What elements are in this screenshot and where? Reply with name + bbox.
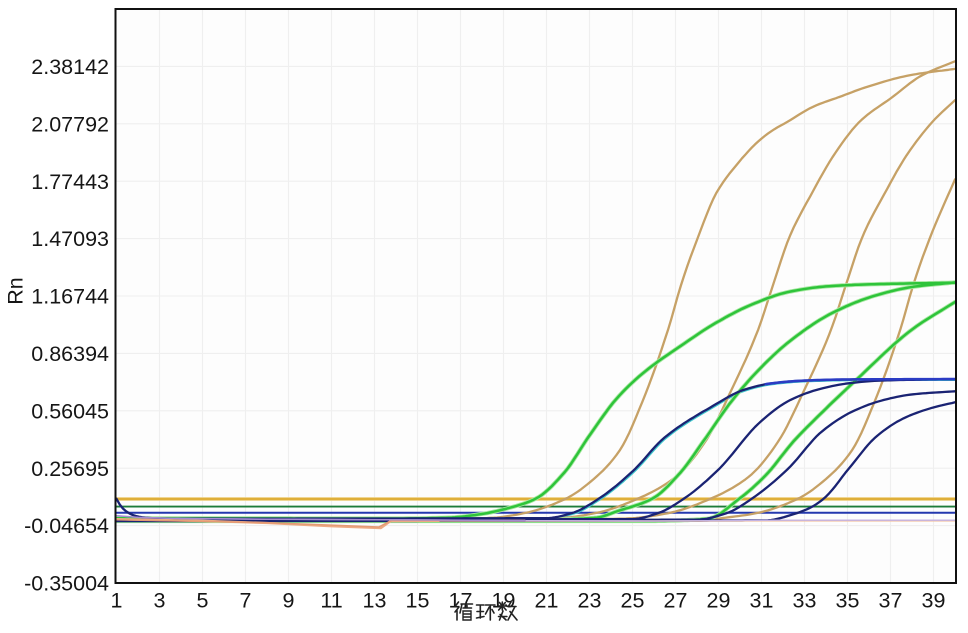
svg-text:5: 5 bbox=[197, 589, 209, 613]
svg-text:29: 29 bbox=[707, 589, 731, 613]
svg-text:0.25695: 0.25695 bbox=[31, 457, 109, 481]
svg-text:27: 27 bbox=[664, 589, 688, 613]
svg-text:23: 23 bbox=[578, 589, 602, 613]
svg-text:1.16744: 1.16744 bbox=[31, 285, 109, 309]
svg-text:39: 39 bbox=[922, 589, 946, 613]
svg-text:-0.35004: -0.35004 bbox=[24, 572, 109, 596]
svg-text:37: 37 bbox=[879, 589, 903, 613]
svg-text:1: 1 bbox=[111, 589, 123, 613]
svg-text:Rn: Rn bbox=[4, 277, 28, 304]
svg-text:21: 21 bbox=[535, 589, 559, 613]
svg-text:35: 35 bbox=[836, 589, 860, 613]
svg-text:11: 11 bbox=[320, 589, 342, 613]
svg-text:13: 13 bbox=[363, 589, 387, 613]
svg-text:15: 15 bbox=[406, 589, 430, 613]
svg-text:2.38142: 2.38142 bbox=[31, 55, 109, 79]
svg-text:3: 3 bbox=[154, 589, 166, 613]
svg-text:-0.04654: -0.04654 bbox=[24, 514, 109, 538]
svg-text:9: 9 bbox=[283, 589, 295, 613]
svg-text:19: 19 bbox=[492, 589, 516, 613]
svg-text:2.07792: 2.07792 bbox=[31, 112, 109, 136]
svg-text:0.86394: 0.86394 bbox=[31, 342, 109, 366]
svg-text:25: 25 bbox=[621, 589, 645, 613]
svg-text:1.47093: 1.47093 bbox=[31, 227, 109, 251]
svg-text:33: 33 bbox=[793, 589, 817, 613]
svg-text:1.77443: 1.77443 bbox=[31, 170, 109, 194]
svg-text:7: 7 bbox=[240, 589, 252, 613]
svg-text:0.56045: 0.56045 bbox=[31, 399, 109, 423]
svg-text:31: 31 bbox=[750, 589, 774, 613]
